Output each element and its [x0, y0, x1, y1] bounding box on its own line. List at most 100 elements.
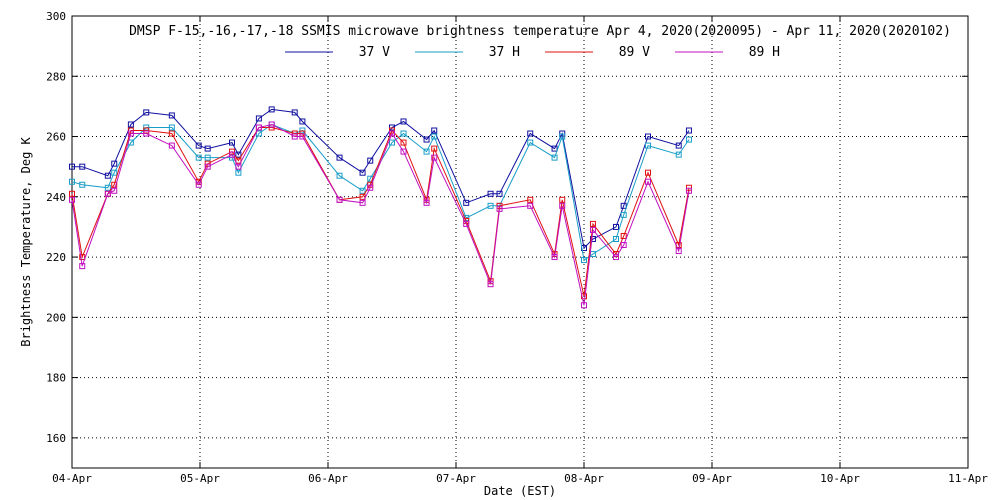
data-point	[336, 154, 343, 161]
legend-item: 37 V	[285, 45, 390, 60]
data-point	[431, 127, 438, 134]
data-point	[559, 196, 566, 203]
data-point	[195, 142, 202, 149]
data-point	[400, 139, 407, 146]
data-point	[299, 118, 306, 125]
data-point	[229, 151, 235, 158]
data-point	[143, 130, 150, 137]
data-point	[104, 184, 111, 191]
data-point	[143, 124, 150, 131]
series-37-h	[69, 121, 692, 264]
data-point	[79, 254, 86, 261]
data-point	[551, 254, 558, 261]
data-point	[111, 181, 118, 188]
x-tick-label: 06-Apr	[308, 472, 348, 485]
data-point	[255, 115, 262, 122]
data-point	[496, 202, 503, 209]
data-point	[581, 302, 587, 309]
y-tick-label: 260	[46, 131, 66, 144]
y-tick-label: 160	[46, 432, 66, 445]
data-point	[551, 154, 558, 161]
data-point	[291, 133, 298, 140]
data-point	[685, 184, 692, 191]
series-group	[69, 106, 692, 309]
data-point	[69, 163, 75, 170]
y-axis-title: Brightness Temperature, Deg K	[19, 136, 33, 346]
data-point	[685, 187, 692, 194]
x-tick-label: 04-Apr	[52, 472, 92, 485]
data-point	[487, 190, 494, 197]
y-tick-label: 300	[46, 10, 66, 23]
data-point	[645, 169, 651, 176]
data-point	[423, 136, 430, 143]
data-point	[620, 211, 627, 218]
x-tick-label: 10-Apr	[820, 472, 860, 485]
data-point	[235, 151, 242, 158]
data-point	[423, 148, 430, 155]
data-point	[487, 202, 494, 209]
data-point	[589, 220, 596, 227]
data-point	[229, 139, 235, 146]
data-point	[359, 193, 366, 200]
data-point	[431, 133, 438, 140]
data-point	[336, 172, 343, 179]
data-point	[69, 190, 75, 197]
data-point	[400, 118, 407, 125]
data-point	[104, 172, 111, 179]
y-tick-label: 220	[46, 251, 66, 264]
x-axis-title: Date (EST)	[484, 484, 556, 498]
legend-label: 37 V	[359, 45, 390, 60]
data-point	[431, 145, 438, 152]
data-point	[389, 130, 395, 137]
data-point	[268, 106, 275, 113]
data-point	[111, 160, 118, 167]
data-point	[204, 154, 211, 161]
data-point	[620, 202, 627, 209]
data-point	[127, 121, 134, 128]
data-point	[400, 130, 407, 137]
series-37-v	[69, 106, 692, 252]
data-point	[168, 142, 175, 149]
data-point	[423, 199, 430, 206]
y-tick-label: 180	[46, 372, 66, 385]
data-point	[69, 196, 75, 203]
data-point	[168, 112, 175, 119]
data-point	[613, 235, 619, 242]
grid	[72, 16, 968, 468]
legend-item: 37 H	[415, 45, 520, 60]
data-point	[336, 196, 343, 203]
x-tick-label: 07-Apr	[436, 472, 476, 485]
data-point	[685, 127, 692, 134]
legend-label: 89 H	[749, 45, 780, 60]
data-point	[389, 139, 395, 146]
data-point	[620, 242, 627, 249]
data-point	[359, 169, 366, 176]
legend-item: 89 H	[675, 45, 780, 60]
data-point	[235, 163, 242, 170]
series-89-h	[69, 121, 692, 309]
data-point	[527, 202, 534, 209]
data-point	[268, 121, 275, 128]
data-point	[204, 145, 211, 152]
data-point	[613, 223, 619, 230]
data-point	[367, 157, 374, 164]
data-point	[645, 133, 651, 140]
data-point	[487, 281, 494, 288]
data-point	[551, 145, 558, 152]
data-point	[645, 178, 651, 185]
chart-title: DMSP F-15,-16,-17,-18 SSMIS microwave br…	[129, 24, 951, 39]
data-point	[581, 257, 587, 264]
data-point	[255, 124, 262, 131]
data-point	[79, 163, 86, 170]
data-point	[235, 169, 242, 176]
data-point	[589, 235, 596, 242]
data-point	[645, 142, 651, 149]
data-point	[463, 199, 470, 206]
legend-label: 37 H	[489, 45, 520, 60]
x-tick-label: 09-Apr	[692, 472, 732, 485]
data-point	[527, 130, 534, 137]
data-point	[589, 226, 596, 233]
data-point	[613, 254, 619, 261]
x-tick-label: 11-Apr	[948, 472, 988, 485]
data-point	[675, 151, 682, 158]
